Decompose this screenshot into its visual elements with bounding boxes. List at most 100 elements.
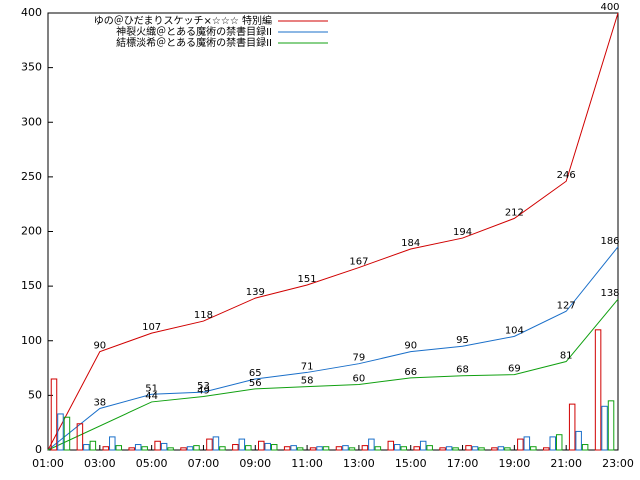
x-tick-label: 13:00	[343, 457, 375, 470]
bar	[206, 438, 213, 451]
bar	[283, 446, 291, 451]
bar	[504, 447, 511, 451]
data-label: 186	[600, 236, 619, 247]
data-label: 44	[145, 391, 158, 402]
data-label: 184	[401, 238, 420, 249]
legend-label: 結標淡希＠とある魔術の禁書目録II	[116, 36, 272, 49]
bar	[361, 445, 369, 451]
bar	[63, 416, 71, 451]
bar	[523, 436, 531, 451]
bar	[102, 446, 110, 451]
bar	[491, 447, 498, 451]
bar	[134, 444, 142, 451]
line	[47, 246, 619, 451]
x-tick-label: 03:00	[84, 457, 116, 470]
data-label: 68	[456, 365, 469, 376]
data-label: 79	[353, 353, 366, 364]
data-label: 107	[142, 322, 161, 333]
data-label: 95	[456, 335, 469, 346]
data-label: 81	[560, 351, 573, 362]
line	[47, 298, 619, 451]
y-tick-label: 250	[21, 170, 42, 183]
y-tick-label: 400	[21, 6, 42, 19]
bar	[264, 442, 271, 451]
data-label: 139	[246, 287, 265, 298]
y-tick-label: 50	[28, 388, 42, 401]
x-tick-label: 23:00	[602, 457, 634, 470]
bar	[316, 446, 323, 451]
bar	[594, 329, 602, 451]
data-label: 212	[505, 207, 524, 218]
bar	[517, 438, 524, 451]
bar	[607, 400, 615, 451]
bar	[160, 442, 168, 451]
bar	[270, 444, 278, 451]
bar	[128, 447, 135, 451]
bar	[568, 403, 576, 451]
data-label: 66	[404, 367, 417, 378]
data-label: 69	[508, 364, 521, 375]
y-tick-label: 350	[21, 61, 42, 74]
bar	[413, 446, 420, 451]
data-label: 127	[557, 300, 576, 311]
x-tick-label: 11:00	[291, 457, 323, 470]
bar	[186, 446, 194, 451]
bar	[439, 447, 446, 451]
bar	[335, 446, 343, 451]
data-label: 194	[453, 227, 472, 238]
bar	[219, 446, 226, 451]
bar	[296, 447, 304, 451]
y-tick-label: 100	[21, 334, 42, 347]
bar	[180, 447, 187, 451]
bar	[309, 447, 317, 451]
data-label: 400	[600, 2, 619, 13]
bar	[575, 430, 582, 451]
bar	[238, 438, 246, 451]
x-tick-label: 01:00	[32, 457, 64, 470]
data-label: 38	[93, 397, 106, 408]
bar	[115, 445, 123, 451]
bar	[89, 440, 97, 451]
bar	[141, 446, 148, 451]
bar	[167, 447, 174, 451]
bar	[258, 440, 265, 451]
bar	[471, 446, 479, 451]
bar	[348, 447, 356, 451]
data-label: 56	[249, 378, 262, 389]
bar	[245, 445, 252, 451]
data-label: 138	[600, 288, 619, 299]
data-label: 71	[301, 361, 314, 372]
y-tick-label: 300	[21, 115, 42, 128]
bar	[232, 444, 239, 451]
data-label: 51	[145, 383, 158, 394]
y-tick-label: 0	[35, 443, 42, 456]
legend-label: 神裂火織＠とある魔術の禁書目録II	[116, 25, 272, 38]
bar	[83, 444, 90, 451]
bar	[543, 447, 550, 451]
legend-label: ゆの＠ひだまりスケッチ×☆☆☆ 特別編	[94, 14, 272, 27]
x-tick-label: 05:00	[136, 457, 168, 470]
data-label: 118	[194, 310, 213, 321]
bar	[555, 434, 563, 451]
data-label: 60	[353, 373, 366, 384]
x-tick-label: 07:00	[188, 457, 220, 470]
x-tick-label: 19:00	[499, 457, 531, 470]
bar	[342, 445, 349, 451]
bar	[368, 438, 375, 451]
bar	[452, 447, 459, 451]
y-tick-label: 150	[21, 279, 42, 292]
y-tick-label: 200	[21, 225, 42, 238]
bar	[322, 446, 330, 451]
bar	[400, 446, 408, 451]
bar	[57, 413, 64, 451]
bar	[530, 446, 537, 451]
bar	[109, 436, 116, 451]
bar	[76, 423, 84, 451]
data-label: 49	[197, 385, 210, 396]
data-label: 58	[301, 376, 314, 387]
bar	[478, 447, 485, 451]
bar	[426, 445, 433, 451]
bar	[419, 440, 427, 451]
bar	[154, 440, 161, 451]
bar	[465, 445, 472, 451]
